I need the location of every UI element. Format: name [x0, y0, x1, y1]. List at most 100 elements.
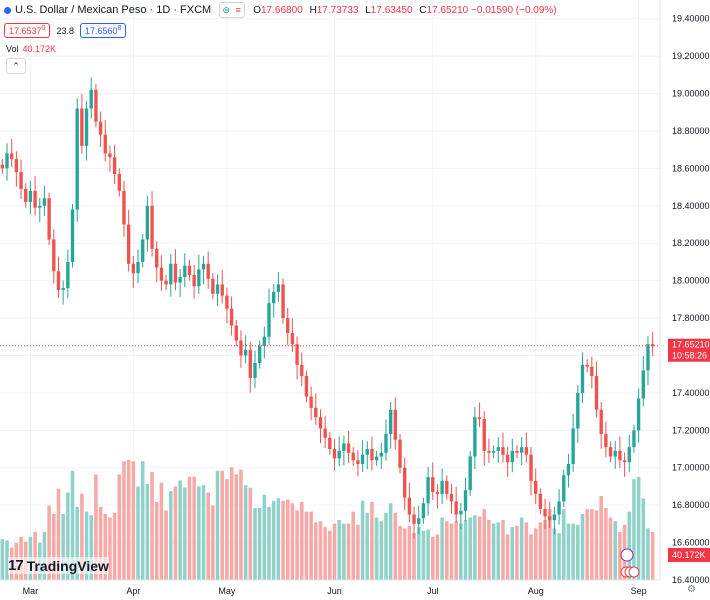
candle-body: [80, 108, 84, 146]
candle-body: [641, 370, 645, 399]
candle-body: [379, 452, 383, 457]
volume-bar: [52, 514, 56, 580]
candle-body: [70, 209, 75, 262]
volume-bar: [571, 523, 575, 580]
candle-body: [505, 454, 510, 463]
candle-body: [608, 447, 613, 457]
candle-body: [510, 450, 514, 463]
candle-body: [328, 437, 332, 450]
last-price-tag: [668, 338, 710, 362]
time-axis-tick-label: Sep: [631, 586, 647, 596]
candle-body: [300, 364, 304, 377]
gear-icon[interactable]: ⚙: [687, 584, 696, 595]
ask-value: 17.6560: [84, 26, 118, 36]
volume-bar: [529, 534, 533, 580]
price-axis-tick-label: 17.80000: [672, 313, 710, 323]
volume-bar: [608, 517, 613, 580]
candle-body: [197, 269, 201, 287]
candle-body: [262, 336, 267, 347]
volume-label: Vol: [6, 44, 19, 54]
candle-body: [61, 288, 65, 290]
ohlc-low-value: 17.63450: [370, 4, 413, 16]
candle-body: [590, 366, 594, 377]
price-axis-tick-label: 19.40000: [672, 14, 710, 24]
event-marker-icon: [628, 566, 640, 578]
candle-body: [169, 263, 173, 285]
price-axis-tick-label: 16.80000: [672, 500, 710, 510]
candle-body: [337, 450, 341, 459]
volume-bar: [84, 511, 89, 580]
candle-body: [403, 467, 407, 498]
candle-body: [468, 456, 472, 491]
volume-bar: [533, 528, 538, 580]
candle-body: [131, 263, 136, 274]
candle-body: [473, 417, 477, 457]
candle-body: [5, 153, 9, 169]
volume-bar: [505, 534, 510, 580]
volume-bar: [154, 502, 159, 580]
candle-body: [482, 419, 486, 451]
tradingview-logo[interactable]: 17 TradingView: [8, 557, 109, 574]
volume-bar: [80, 493, 84, 580]
candle-body: [524, 447, 529, 455]
candle-body: [487, 450, 491, 453]
candle-body: [159, 267, 164, 281]
candle-body: [552, 514, 557, 521]
price-axis-bg: [660, 0, 710, 600]
ohlc-open-value: 17.66800: [261, 4, 303, 16]
collapse-legend-button[interactable]: ⌃: [6, 58, 26, 74]
candle-body: [42, 198, 47, 206]
volume-bar: [290, 503, 295, 580]
candle-body: [496, 447, 500, 451]
volume-bar: [192, 476, 196, 580]
chart-mode-toggle[interactable]: ⊜ ≡: [219, 2, 246, 18]
volume-bar: [482, 509, 487, 580]
volume-bar: [117, 474, 122, 580]
volume-bar: [416, 527, 421, 580]
candle-body: [187, 265, 192, 276]
candle-body: [562, 475, 566, 502]
volume-bar: [398, 526, 402, 580]
countdown-label: 10:58:26: [672, 351, 707, 361]
candle-body: [38, 205, 42, 208]
volume-bar: [632, 479, 636, 580]
volume-legend: Vol 40.172K: [6, 44, 56, 54]
symbol-status-dot: [4, 6, 11, 14]
volume-bar: [229, 467, 234, 580]
price-axis-tick-label: 19.20000: [672, 51, 710, 61]
volume-tag: [668, 548, 710, 562]
candle-body: [98, 121, 103, 135]
candle-body: [463, 490, 468, 511]
symbol-title[interactable]: U.S. Dollar / Mexican Peso · 1D · FXCM: [15, 4, 212, 16]
candle-body: [477, 417, 482, 420]
volume-bar: [473, 515, 477, 580]
pill-left-icon[interactable]: ⊜: [222, 5, 230, 15]
sell-price-button[interactable]: 17.65370: [4, 23, 51, 38]
volume-bar: [234, 474, 239, 580]
candle-body: [56, 271, 61, 290]
price-axis-tick-label: 18.80000: [672, 126, 710, 136]
ohlc-low-key: L: [365, 4, 371, 16]
candle-body: [290, 333, 295, 345]
volume-bar: [253, 508, 257, 580]
volume-bar: [463, 520, 468, 580]
buy-price-button[interactable]: 17.65608: [79, 23, 127, 38]
pill-right-icon[interactable]: ≡: [235, 5, 241, 15]
candle-body: [445, 480, 449, 494]
candle-body: [84, 108, 89, 146]
volume-bar: [421, 530, 426, 580]
candle-body: [309, 396, 313, 408]
candle-body: [529, 454, 533, 481]
lightning-event-icon: [620, 548, 634, 562]
candle-body: [89, 89, 93, 109]
time-axis-tick-label: Apr: [126, 586, 140, 596]
volume-bar: [468, 517, 472, 580]
ask-sup: 8: [117, 25, 122, 32]
volume-bar: [426, 529, 430, 580]
bid-sup: 0: [41, 25, 46, 32]
volume-bar: [402, 528, 407, 580]
volume-bar: [594, 510, 599, 580]
volume-bar: [201, 485, 206, 580]
volume-bar: [215, 470, 220, 580]
